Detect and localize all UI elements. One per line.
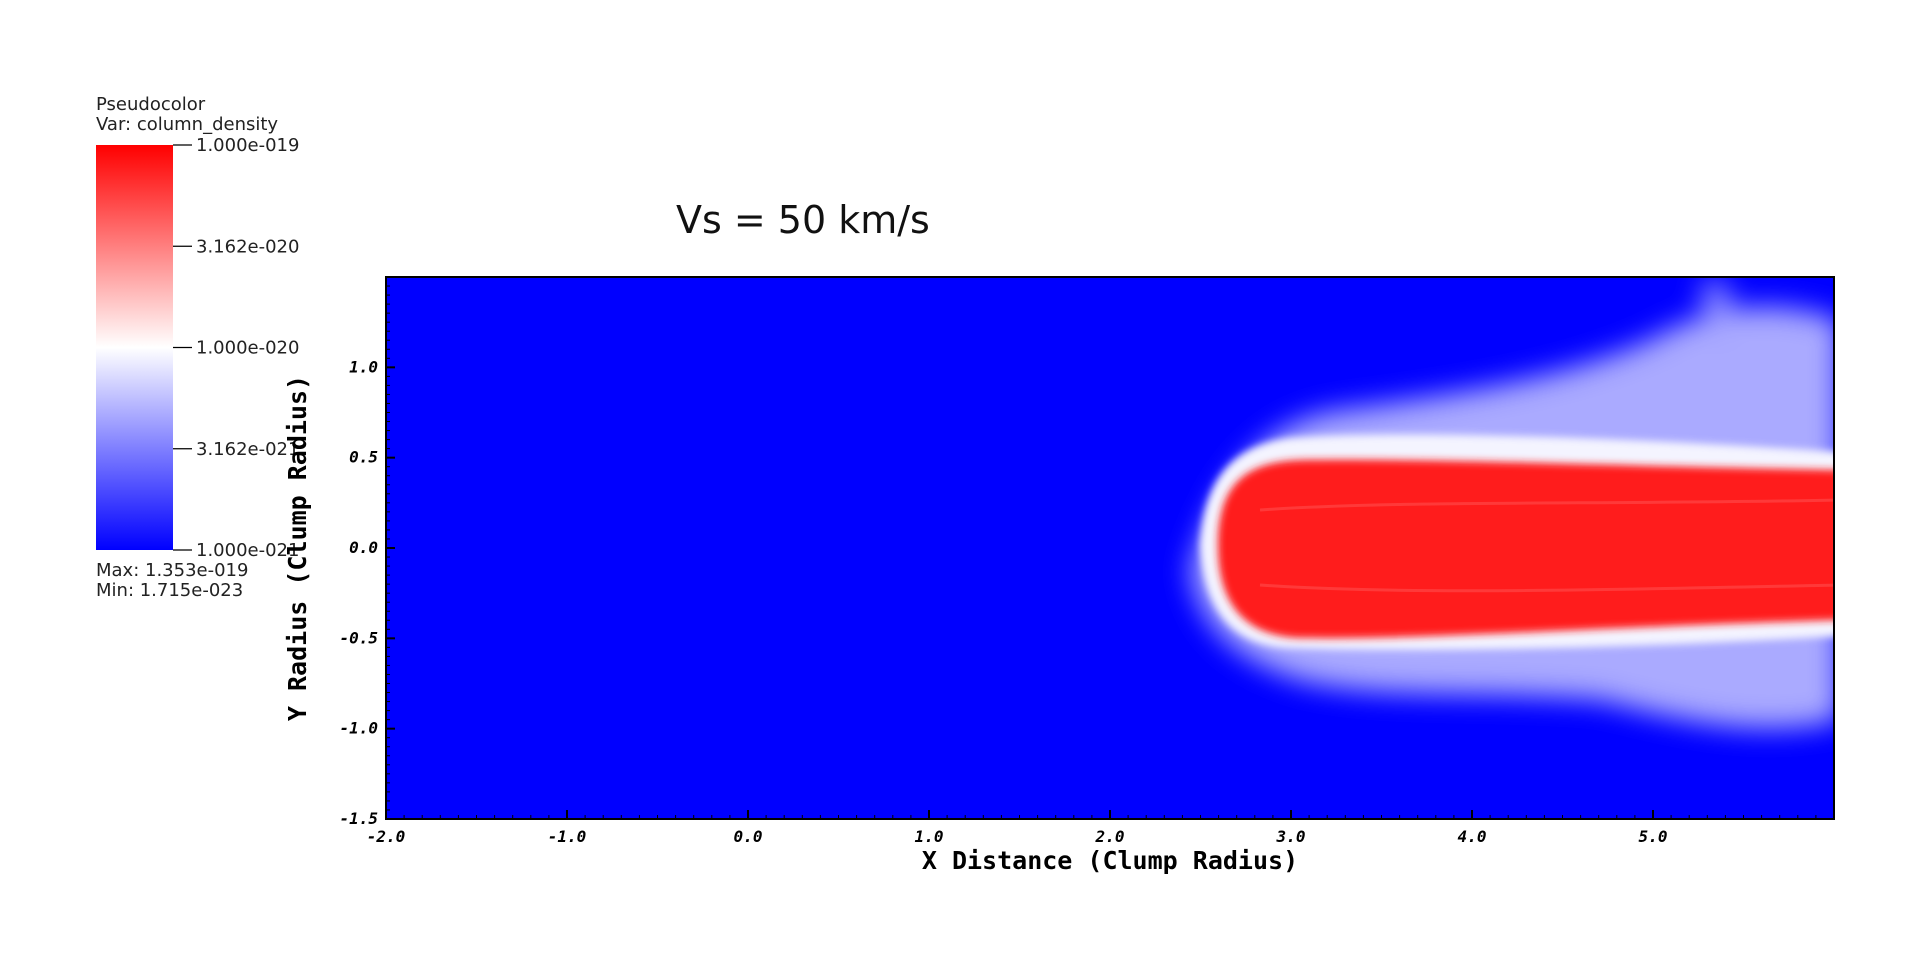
- x-tick-label: 5.0: [1639, 827, 1668, 846]
- x-tick-label: -2.0: [367, 827, 406, 846]
- red-core: [1218, 459, 1834, 639]
- x-tick-label: -1.0: [548, 827, 587, 846]
- y-axis: -1.5 -1.0 -0.5 0.0 0.5 1.0: [339, 276, 395, 828]
- colorbar-legend: Pseudocolor Var: column_density 1.000e-0…: [96, 94, 299, 601]
- x-tick-label: 2.0: [1095, 827, 1125, 846]
- colorbar-tick-label: 1.000e-020: [196, 338, 299, 359]
- legend-max-label: Max: 1.353e-019: [96, 560, 248, 581]
- y-tick-label: -0.5: [339, 628, 378, 647]
- y-tick-label: -1.5: [339, 809, 378, 828]
- plot-title: Vs = 50 km/s: [676, 198, 930, 242]
- x-tick-label: 4.0: [1458, 827, 1487, 846]
- colorbar-tick-label: 1.000e-019: [196, 135, 299, 156]
- y-tick-label: 1.0: [349, 357, 378, 376]
- y-tick-label: -1.0: [339, 719, 378, 738]
- x-tick-label: 0.0: [734, 827, 763, 846]
- colorbar-tick-label: 1.000e-021: [196, 540, 299, 561]
- x-axis-title: X Distance (Clump Radius): [922, 846, 1298, 875]
- y-axis-title: Y Radius (Clump Radius): [283, 375, 312, 721]
- colorbar-tick-label: 3.162e-021: [196, 439, 299, 460]
- x-tick-label: 1.0: [915, 827, 944, 846]
- x-tick-label: 3.0: [1276, 827, 1306, 846]
- colorbar-tick-label: 3.162e-020: [196, 236, 299, 257]
- legend-var-label: Var: column_density: [96, 114, 278, 135]
- colorbar-gradient: [96, 145, 173, 550]
- legend-type-label: Pseudocolor: [96, 94, 206, 115]
- legend-min-label: Min: 1.715e-023: [96, 580, 243, 601]
- y-tick-label: 0.0: [349, 538, 378, 557]
- plot-area: [386, 277, 1834, 819]
- x-axis: -2.0 -1.0 0.0 1.0 2.0 3.0 4.0 5.0: [367, 810, 1835, 846]
- y-tick-label: 0.5: [349, 448, 378, 467]
- colorbar-ticks: 1.000e-019 3.162e-020 1.000e-020 3.162e-021…: [173, 135, 299, 561]
- core-texture: [1259, 498, 1834, 593]
